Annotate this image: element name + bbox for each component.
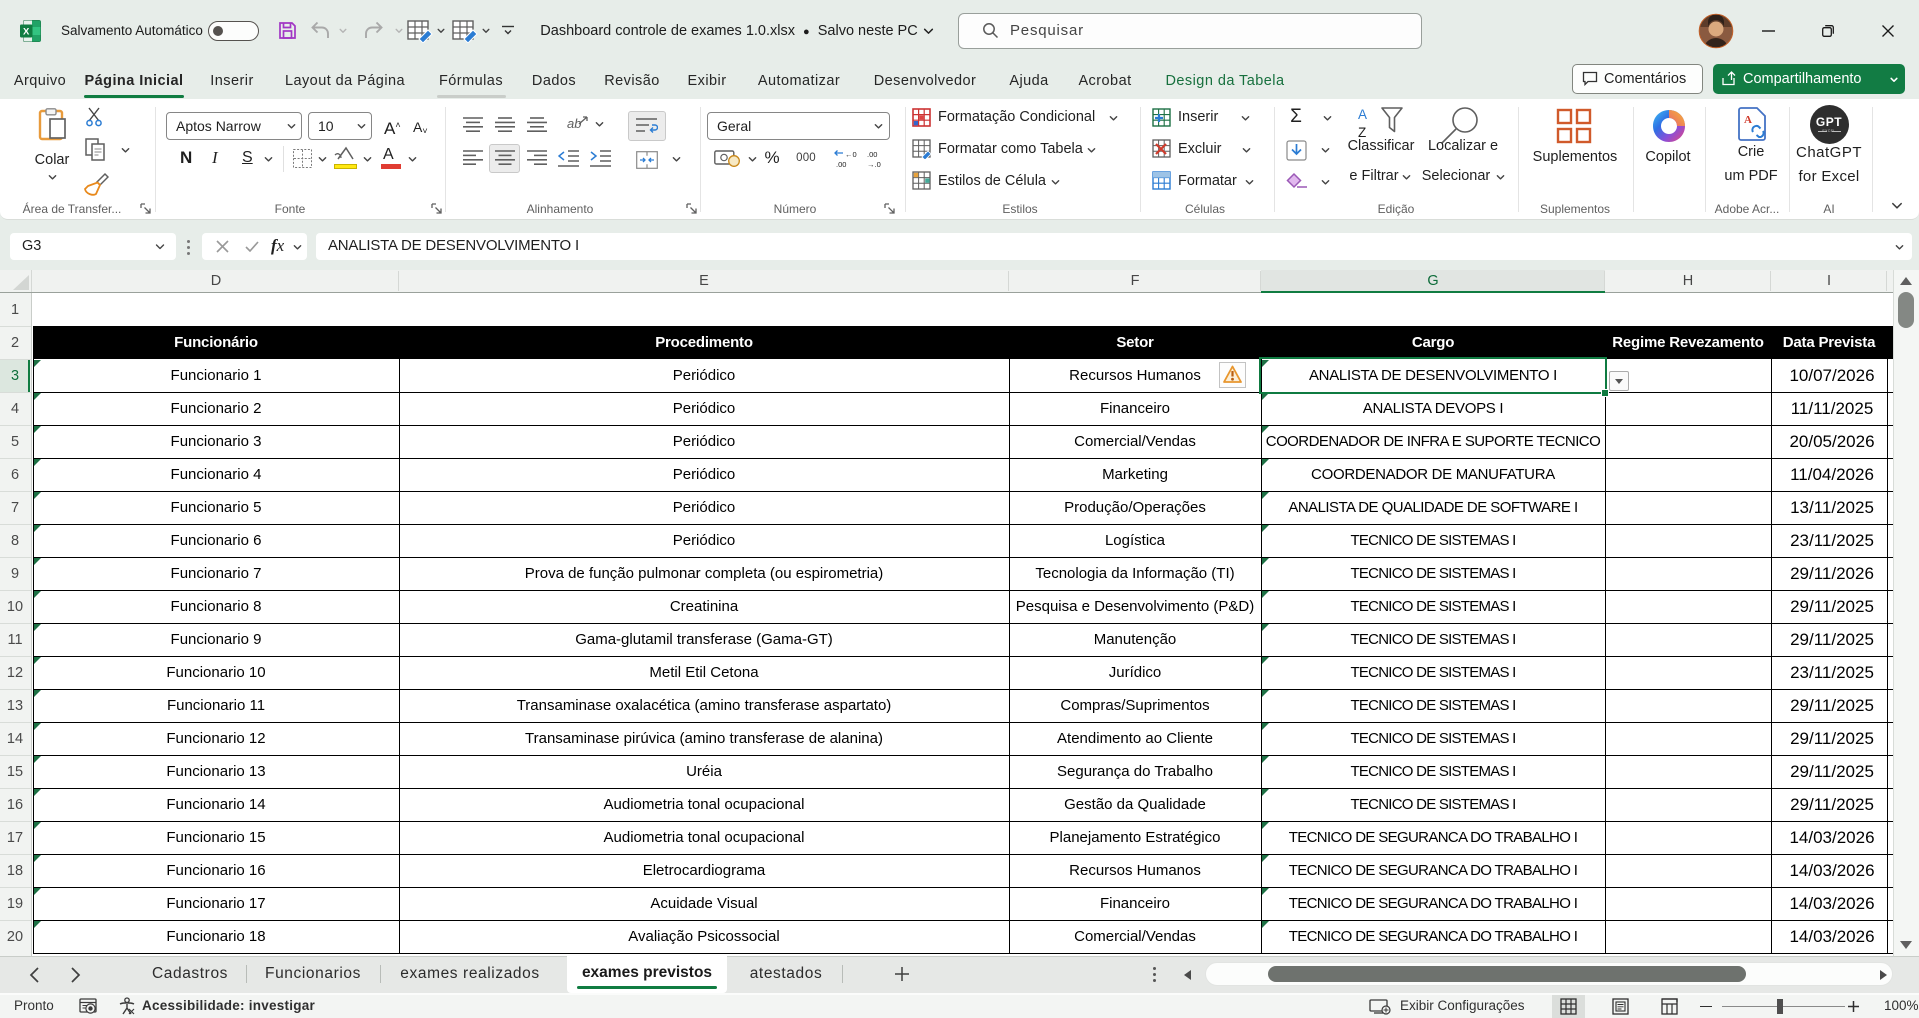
svg-text:Z: Z	[1358, 125, 1366, 140]
svg-text:.00: .00	[836, 160, 846, 169]
svg-text:A: A	[1358, 107, 1367, 122]
svg-text:→.0: →.0	[867, 160, 881, 169]
svg-text:A: A	[1744, 114, 1752, 126]
svg-text:X: X	[23, 27, 30, 38]
svg-text:←0: ←0	[845, 150, 857, 159]
svg-text:.00: .00	[867, 150, 877, 159]
